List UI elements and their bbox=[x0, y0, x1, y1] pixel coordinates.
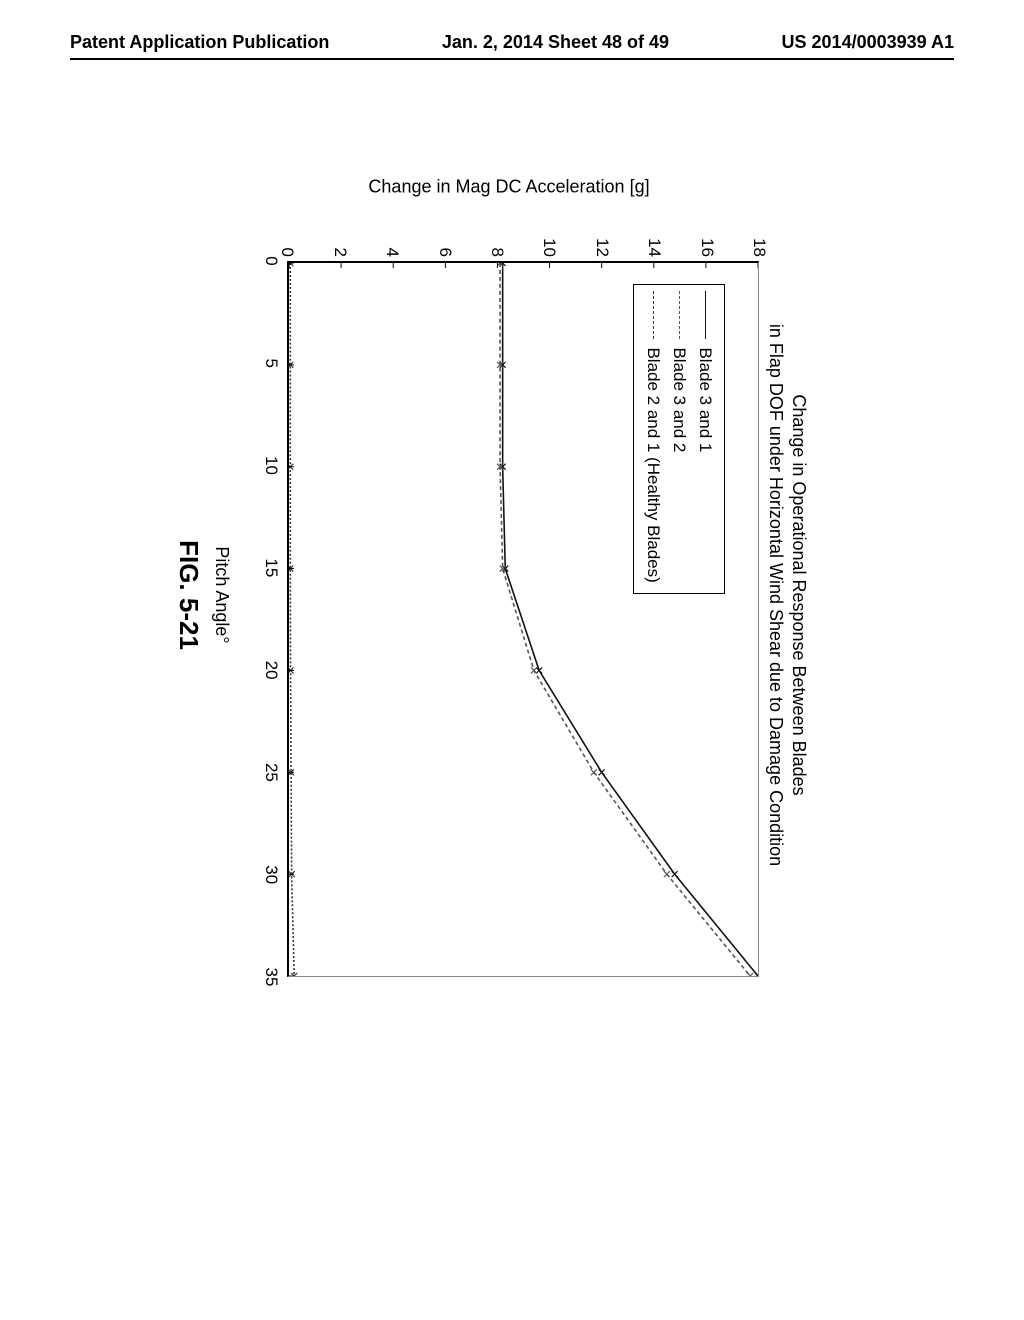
chart-title: Change in Operational Response Between B… bbox=[763, 205, 810, 985]
y-tick-label: 14 bbox=[644, 227, 664, 257]
legend-swatch bbox=[678, 291, 680, 339]
x-tick-label: 35 bbox=[261, 968, 281, 987]
x-tick-label: 15 bbox=[261, 558, 281, 577]
legend-label: Blade 3 and 1 bbox=[695, 347, 715, 452]
legend-item: Blade 2 and 1 (Healthy Blades) bbox=[640, 291, 666, 582]
x-tick-label: 5 bbox=[261, 359, 281, 368]
header-rule bbox=[70, 58, 954, 60]
plot-area: Blade 3 and 1 Blade 3 and 2 Blade 2 and 1 … bbox=[287, 261, 759, 977]
header-center: Jan. 2, 2014 Sheet 48 of 49 bbox=[442, 32, 669, 53]
y-tick-label: 8 bbox=[487, 227, 507, 257]
legend-swatch bbox=[652, 291, 654, 339]
header-left: Patent Application Publication bbox=[70, 32, 329, 53]
y-tick-label: 16 bbox=[697, 227, 717, 257]
legend-item: Blade 3 and 1 bbox=[692, 291, 718, 582]
y-tick-label: 18 bbox=[749, 227, 769, 257]
x-axis-label: Pitch Angle° bbox=[211, 546, 232, 643]
legend-swatch bbox=[704, 291, 706, 339]
plot-outer: Change in Mag DC Acceleration [g] Pitch … bbox=[259, 205, 759, 985]
figure-label: FIG. 5-21 bbox=[173, 540, 204, 650]
legend-item: Blade 3 and 2 bbox=[666, 291, 692, 582]
y-tick-label: 0 bbox=[277, 227, 297, 257]
y-tick-label: 12 bbox=[592, 227, 612, 257]
chart-title-line2: in Flap DOF under Horizontal Wind Shear … bbox=[763, 205, 786, 985]
x-tick-label: 10 bbox=[261, 456, 281, 475]
legend-label: Blade 3 and 2 bbox=[669, 347, 689, 452]
chart-title-line1: Change in Operational Response Between B… bbox=[787, 205, 810, 985]
legend: Blade 3 and 1 Blade 3 and 2 Blade 2 and 1 … bbox=[633, 284, 725, 593]
y-tick-label: 10 bbox=[539, 227, 559, 257]
chart-wrapper: Change in Operational Response Between B… bbox=[230, 205, 810, 985]
x-tick-label: 25 bbox=[261, 763, 281, 782]
x-tick-label: 30 bbox=[261, 865, 281, 884]
series-line bbox=[291, 263, 295, 976]
header-right: US 2014/0003939 A1 bbox=[782, 32, 954, 53]
y-tick-label: 6 bbox=[435, 227, 455, 257]
y-tick-label: 2 bbox=[330, 227, 350, 257]
figure-container: Change in Operational Response Between B… bbox=[230, 205, 810, 985]
y-axis-label: Change in Mag DC Acceleration [g] bbox=[369, 177, 650, 198]
x-tick-label: 0 bbox=[261, 256, 281, 265]
y-tick-label: 4 bbox=[382, 227, 402, 257]
legend-label: Blade 2 and 1 (Healthy Blades) bbox=[643, 347, 663, 582]
x-tick-label: 20 bbox=[261, 661, 281, 680]
